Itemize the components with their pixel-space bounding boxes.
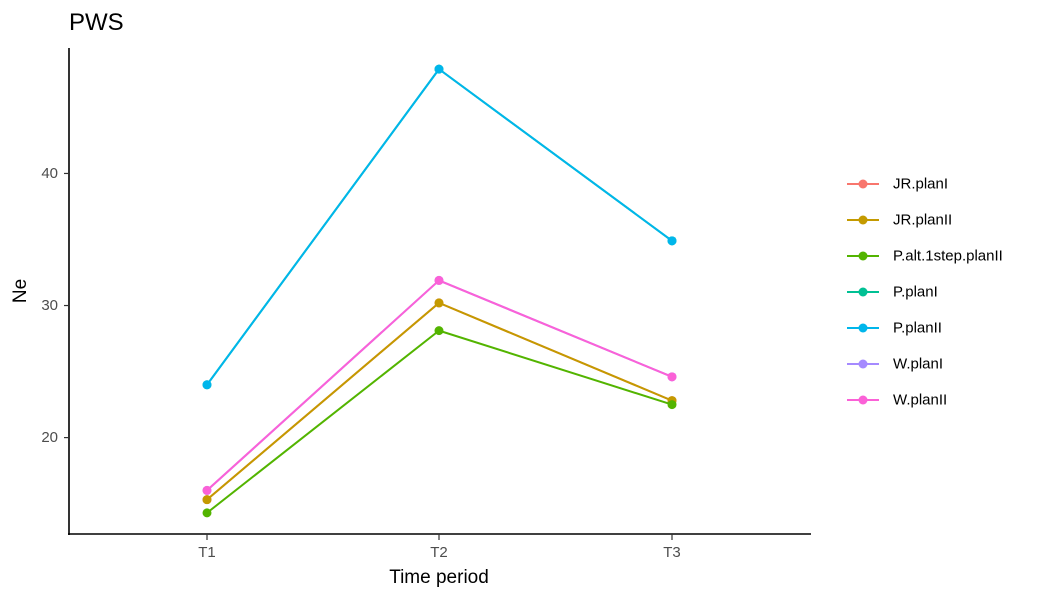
legend: JR.planI JR.planII P.alt.1step.planII P.pla…: [847, 176, 1003, 409]
series-line-p-alt-1step-planii: [206, 329, 673, 514]
legend-key-point-w-planii: [858, 395, 868, 405]
data-point-p-alt-1step-planii-t1: [202, 508, 212, 518]
legend-item-p-plani: P.planI: [847, 284, 938, 301]
legend-label-p-planii: P.planII: [893, 320, 942, 337]
series-p-planii: [202, 64, 677, 390]
x-tick-label-t2: T2: [430, 544, 448, 561]
legend-item-w-planii: W.planII: [847, 392, 947, 409]
series-line-p-plani: [206, 68, 673, 386]
series-layer: [202, 64, 677, 518]
x-axis-title: Time period: [389, 567, 489, 588]
data-point-w-planii-t2: [434, 275, 444, 285]
series-line-p-planii: [206, 68, 673, 386]
series-w-planii: [202, 275, 677, 495]
legend-key-point-p-alt-1step-planii: [858, 251, 868, 261]
chart-title: PWS: [69, 9, 124, 36]
y-tick-label-20: 20: [41, 429, 58, 446]
series-p-alt-1step-planii: [202, 326, 677, 518]
data-point-p-planii-t1: [202, 380, 212, 390]
legend-label-p-plani: P.planI: [893, 284, 938, 301]
legend-label-p-alt-1step-planii: P.alt.1step.planII: [893, 248, 1003, 265]
legend-label-jr-plani: JR.planI: [893, 176, 948, 193]
legend-label-w-planii: W.planII: [893, 392, 947, 409]
legend-label-w-plani: W.planI: [893, 356, 943, 373]
legend-key-point-p-plani: [858, 287, 868, 297]
legend-item-w-plani: W.planI: [847, 356, 943, 373]
legend-label-jr-planii: JR.planII: [893, 212, 952, 229]
series-w-plani: [202, 275, 677, 495]
data-point-w-planii-t3: [667, 372, 677, 382]
legend-item-p-planii: P.planII: [847, 320, 942, 337]
legend-key-point-jr-plani: [858, 179, 868, 189]
data-point-p-alt-1step-planii-t3: [667, 400, 677, 410]
x-tick-label-t1: T1: [198, 544, 216, 561]
plot-area: [68, 48, 811, 535]
legend-item-p-alt-1step-planii: P.alt.1step.planII: [847, 248, 1003, 265]
data-point-p-planii-t2: [434, 64, 444, 74]
legend-item-jr-planii: JR.planII: [847, 212, 952, 229]
legend-item-jr-plani: JR.planI: [847, 176, 948, 193]
data-point-p-alt-1step-planii-t2: [434, 326, 444, 336]
x-tick-label-t3: T3: [663, 544, 681, 561]
y-axis-title: Ne: [10, 279, 31, 303]
data-point-w-planii-t1: [202, 485, 212, 495]
data-point-jr-planii-t1: [202, 495, 212, 505]
y-axis: 20 30 40: [41, 165, 69, 446]
y-tick-label-30: 30: [41, 297, 58, 314]
legend-key-point-w-plani: [858, 359, 868, 369]
legend-key-point-p-planii: [858, 323, 868, 333]
data-point-p-planii-t3: [667, 236, 677, 246]
legend-key-point-jr-planii: [858, 215, 868, 225]
series-p-plani: [202, 64, 677, 390]
data-point-jr-planii-t2: [434, 298, 444, 308]
y-tick-label-40: 40: [41, 165, 58, 182]
x-axis: T1 T2 T3: [198, 534, 681, 561]
